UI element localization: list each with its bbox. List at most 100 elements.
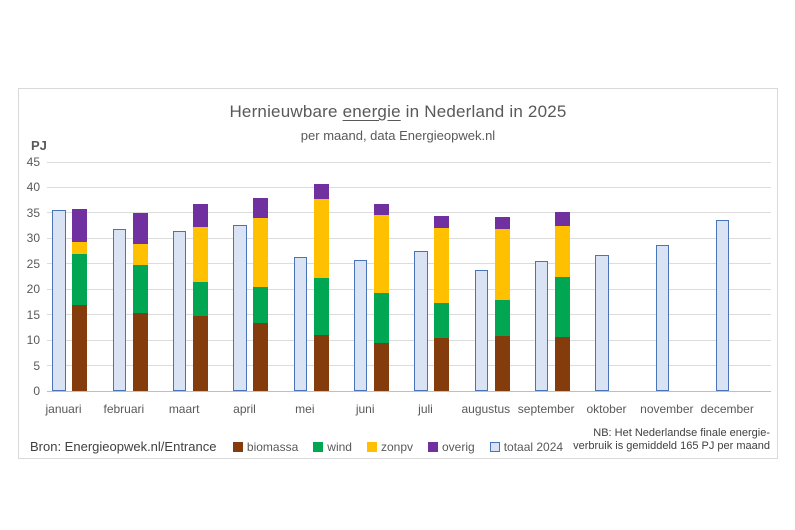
legend-swatch-totaal-2024 [489,442,500,452]
source-text: Bron: Energieopwek.nl/Entrance [30,439,217,454]
y-tick-label-40: 40 [26,180,40,195]
bar-zonpv-maart [192,226,208,282]
legend-item-totaal-2024: totaal 2024 [489,440,564,454]
bar-zonpv-januari [72,242,88,255]
bar-overig-september [554,211,570,226]
y-tick-label-25: 25 [26,256,40,271]
legend-label-biomassa: biomassa [246,440,299,454]
x-axis-label-januari: januari [45,402,82,416]
bar-wind-juli [434,302,450,339]
chart-container: Hernieuwbare energie in Nederland in 202… [18,88,778,459]
x-axis-label-februari: februari [103,402,145,416]
bar-wind-mei [313,278,329,336]
legend-label-zonpv: zonpv [380,440,413,454]
bar-overig-mei [313,183,329,200]
note-line-2: verbruik is gemiddeld 165 PJ per maand [573,440,770,452]
gridline-y-30 [47,237,771,239]
y-tick-label-35: 35 [26,205,40,220]
bar-totaal-2024-december [715,220,730,391]
y-tick-label-5: 5 [33,358,40,373]
bar-wind-maart [192,281,208,317]
bar-biomassa-juli [434,338,450,391]
y-tick-label-0: 0 [33,384,40,398]
note-text: NB: Het Nederlandse finale energie- verb… [573,427,770,453]
gridline-y-35 [47,212,771,214]
bar-biomassa-mei [313,335,329,391]
gridline-y-25 [47,263,771,265]
x-axis-label-mei: mei [295,402,315,416]
bar-totaal-2024-maart [172,230,187,391]
bar-totaal-2024-juli [414,250,428,391]
bar-totaal-2024-oktober [595,254,609,391]
bar-overig-januari [72,209,88,243]
x-axis-label-november: november [640,402,694,416]
legend-item-overig: overig [428,440,475,454]
bar-biomassa-augustus [494,335,510,391]
bar-overig-juli [434,215,450,228]
gridline-y-10 [47,339,771,341]
y-tick-label-10: 10 [26,333,40,348]
legend: biomassa wind zonpv overig totaal 2024 [19,440,777,454]
bar-overig-april [253,198,269,218]
legend-label-totaal-2024: totaal 2024 [503,440,564,454]
bar-overig-augustus [494,216,510,229]
legend-swatch-wind [313,442,324,452]
legend-item-biomassa: biomassa [232,440,299,454]
bar-zonpv-september [554,225,570,278]
title-part-underlined: energie [342,102,401,121]
bar-biomassa-april [253,322,269,391]
title-part-post: in Nederland in 2025 [400,102,567,121]
legend-swatch-overig [428,442,438,452]
bar-overig-februari [132,212,148,244]
bar-zonpv-april [253,218,269,287]
gridline-y-40 [47,186,771,188]
bar-biomassa-maart [192,316,208,391]
y-tick-label-30: 30 [26,231,40,246]
legend-label-overig: overig [442,440,475,454]
x-axis-label-maart: maart [168,402,200,416]
bar-wind-april [253,286,269,323]
bar-biomassa-juni [373,342,389,391]
bar-totaal-2024-april [233,224,247,391]
bar-biomassa-januari [72,304,88,391]
legend-label-wind: wind [327,440,352,454]
x-axis-label-april: april [233,402,256,416]
legend-item-wind: wind [313,440,352,454]
gridline-y-20 [47,288,771,290]
bar-totaal-2024-februari [112,229,127,391]
bar-zonpv-juli [434,227,450,303]
gridline-y-5 [47,365,771,367]
x-axis-label-september: september [517,402,575,416]
legend-item-zonpv: zonpv [366,440,413,454]
x-axis-label-augustus: augustus [461,402,511,416]
bar-wind-januari [72,254,88,305]
legend-swatch-biomassa [232,442,243,452]
gridline-y-45 [47,161,771,163]
y-axis-unit-label: PJ [31,138,47,153]
bar-totaal-2024-mei [293,256,308,391]
gridline-y-15 [47,314,771,316]
bar-zonpv-mei [313,199,329,279]
chart-subtitle: per maand, data Energieopwek.nl [300,128,496,143]
legend-swatch-zonpv [366,442,377,452]
bar-zonpv-februari [132,243,148,266]
gridline-y-0 [47,390,771,392]
bar-zonpv-augustus [494,228,510,300]
bar-wind-september [554,277,570,338]
bar-totaal-2024-september [534,261,549,391]
y-tick-label-15: 15 [26,307,40,322]
bar-zonpv-juni [373,214,389,293]
bar-overig-maart [192,203,208,227]
bar-totaal-2024-januari [52,209,66,391]
x-axis-label-december: december [700,402,754,416]
bar-totaal-2024-augustus [474,269,489,391]
bar-wind-juni [373,292,389,343]
bar-totaal-2024-november [655,245,670,391]
x-axis-label-juni: juni [355,402,375,416]
title-part-pre: Hernieuwbare [229,102,343,121]
chart-title: Hernieuwbare energie in Nederland in 202… [19,102,777,122]
bar-wind-februari [132,265,148,313]
x-axis-label-oktober: oktober [586,402,627,416]
x-axis-label-juli: juli [418,402,433,416]
